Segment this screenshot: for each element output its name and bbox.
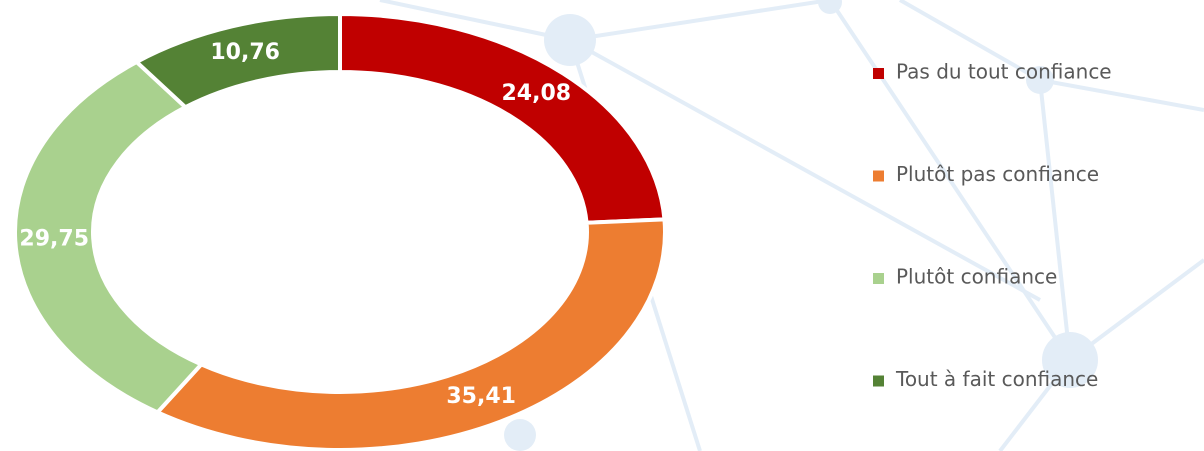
legend-swatch	[873, 170, 884, 182]
legend-swatch	[873, 68, 884, 79]
legend-swatch	[873, 375, 884, 387]
data-label: 35,41	[446, 384, 516, 409]
data-label: 24,08	[502, 81, 572, 106]
legend-label: Plutôt pas confiance	[896, 162, 1099, 186]
legend-swatch	[873, 273, 884, 284]
donut: 24,08 35,41 29,75 10,76	[13, 11, 667, 451]
donut-segment	[13, 59, 205, 415]
donut-segment	[338, 11, 667, 225]
donut-segment	[133, 11, 342, 110]
legend-label: Tout à fait confiance	[895, 367, 1098, 391]
legend-label: Pas du tout confiance	[896, 60, 1112, 84]
legend: Pas du tout confiance Plutôt pas confianc…	[873, 60, 1112, 391]
data-label: 10,76	[210, 40, 280, 65]
legend-label: Plutôt confiance	[896, 265, 1057, 289]
donut-segment	[154, 217, 667, 451]
data-label: 29,75	[19, 227, 89, 252]
